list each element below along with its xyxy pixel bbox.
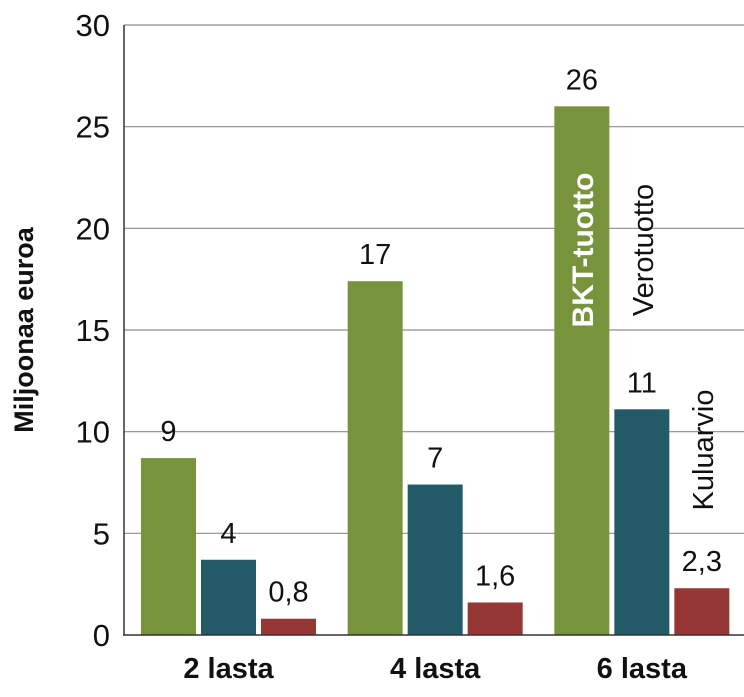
category-labels: 2 lasta 4 lasta 6 lasta	[183, 653, 687, 685]
bar-kuluarvio-2	[467, 602, 523, 635]
series-labels: BKT-tuotto Verotuotto Kuluarvio	[567, 173, 720, 511]
data-label-bkt-tuotto-2: 17	[359, 239, 391, 271]
bar-bkt-tuotto-3	[554, 106, 610, 636]
data-label-kuluarvio-1: 0,8	[268, 577, 308, 609]
bar-verotuotto-3	[614, 409, 670, 635]
y-tick-5: 5	[93, 516, 110, 551]
data-label-verotuotto-3: 11	[627, 367, 657, 399]
data-label-kuluarvio-2: 1,6	[475, 560, 515, 592]
y-tick-labels: 0 5 10 15 20 25 30	[76, 8, 110, 653]
data-labels: 9 4 0,8 17 7 1,6 26 11 2,3	[160, 64, 722, 608]
y-tick-30: 30	[76, 8, 110, 43]
y-axis-label: Miljoonaa euroa	[9, 226, 39, 433]
data-label-bkt-tuotto-3: 26	[566, 64, 598, 96]
bar-bkt-tuotto-1	[141, 458, 196, 635]
data-label-bkt-tuotto-1: 9	[160, 416, 176, 448]
series-label-bkt-tuotto: BKT-tuotto	[567, 173, 600, 328]
bar-kuluarvio-1	[261, 618, 316, 635]
category-label-2: 4 lasta	[390, 653, 481, 685]
y-tick-20: 20	[76, 211, 110, 246]
data-label-kuluarvio-3: 2,3	[682, 546, 722, 578]
series-label-verotuotto: Verotuotto	[628, 184, 660, 316]
data-label-verotuotto-2: 7	[427, 443, 443, 475]
y-tick-10: 10	[76, 415, 110, 450]
y-tick-0: 0	[93, 618, 110, 653]
data-label-verotuotto-1: 4	[220, 518, 236, 550]
y-tick-15: 15	[76, 313, 110, 348]
bar-verotuotto-1	[201, 559, 256, 635]
bar-bkt-tuotto-2	[347, 281, 403, 635]
category-label-1: 2 lasta	[183, 653, 274, 685]
y-tick-25: 25	[76, 110, 110, 145]
bar-kuluarvio-3	[674, 588, 730, 635]
category-label-3: 6 lasta	[597, 653, 688, 685]
bar-verotuotto-2	[407, 484, 463, 635]
series-label-kuluarvio: Kuluarvio	[688, 390, 720, 511]
axes	[123, 25, 744, 636]
bars	[141, 106, 730, 636]
